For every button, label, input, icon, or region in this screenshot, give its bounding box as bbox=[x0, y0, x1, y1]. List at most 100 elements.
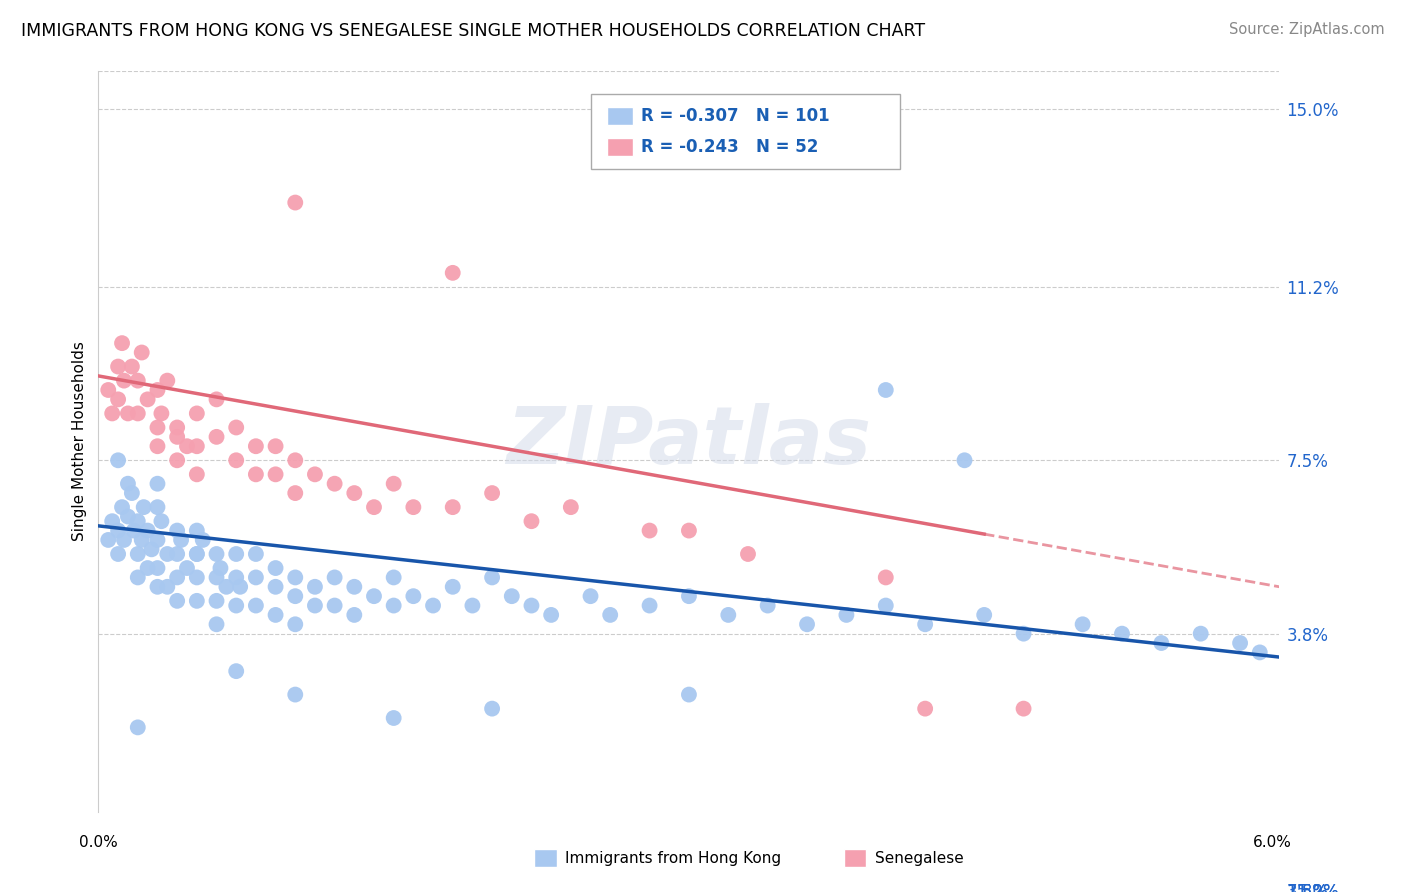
Point bbox=[402, 589, 425, 603]
Point bbox=[1189, 626, 1212, 640]
Point bbox=[875, 383, 897, 397]
Point bbox=[579, 589, 602, 603]
Point bbox=[678, 688, 700, 702]
Point bbox=[117, 476, 139, 491]
Point bbox=[225, 599, 247, 613]
Point bbox=[156, 580, 179, 594]
Point bbox=[186, 594, 208, 608]
Point bbox=[973, 607, 995, 622]
Point bbox=[678, 524, 700, 538]
Point bbox=[264, 607, 287, 622]
Point bbox=[97, 533, 120, 547]
Point bbox=[540, 607, 562, 622]
Point bbox=[225, 664, 247, 678]
Point bbox=[678, 589, 700, 603]
Point bbox=[953, 453, 976, 467]
Point bbox=[1229, 636, 1251, 650]
Point bbox=[481, 570, 503, 584]
Point bbox=[205, 430, 228, 444]
Point bbox=[229, 580, 252, 594]
Point bbox=[225, 420, 247, 434]
Point bbox=[323, 476, 346, 491]
Point bbox=[1012, 626, 1035, 640]
Point bbox=[304, 599, 326, 613]
Point bbox=[166, 570, 188, 584]
Point bbox=[245, 547, 267, 561]
Point bbox=[107, 392, 129, 407]
Text: 7.5%: 7.5% bbox=[1286, 883, 1329, 892]
Point bbox=[150, 406, 173, 420]
Point bbox=[284, 486, 307, 500]
Point bbox=[481, 701, 503, 715]
Point bbox=[638, 599, 661, 613]
Text: 0.0%: 0.0% bbox=[79, 836, 118, 850]
Point bbox=[382, 570, 405, 584]
Point bbox=[101, 514, 124, 528]
Point bbox=[186, 547, 208, 561]
Point bbox=[422, 599, 444, 613]
Point bbox=[131, 533, 153, 547]
Point bbox=[186, 524, 208, 538]
Point bbox=[225, 453, 247, 467]
Point bbox=[520, 599, 543, 613]
Point bbox=[520, 514, 543, 528]
Point bbox=[717, 607, 740, 622]
Point bbox=[186, 467, 208, 482]
Point bbox=[245, 439, 267, 453]
Point bbox=[112, 374, 135, 388]
Point bbox=[245, 570, 267, 584]
Point bbox=[127, 514, 149, 528]
Text: Source: ZipAtlas.com: Source: ZipAtlas.com bbox=[1229, 22, 1385, 37]
Point bbox=[343, 486, 366, 500]
Point bbox=[323, 570, 346, 584]
Point bbox=[107, 547, 129, 561]
Point bbox=[481, 486, 503, 500]
Point bbox=[166, 594, 188, 608]
Point bbox=[107, 359, 129, 374]
Point bbox=[146, 420, 169, 434]
Point bbox=[111, 500, 134, 515]
Point bbox=[156, 547, 179, 561]
Text: Immigrants from Hong Kong: Immigrants from Hong Kong bbox=[565, 851, 782, 865]
Point bbox=[875, 570, 897, 584]
Point bbox=[402, 500, 425, 515]
Point bbox=[914, 617, 936, 632]
Point bbox=[186, 570, 208, 584]
Point bbox=[146, 500, 169, 515]
Point bbox=[343, 580, 366, 594]
Point bbox=[205, 594, 228, 608]
Point bbox=[146, 383, 169, 397]
Point bbox=[122, 524, 145, 538]
Point bbox=[121, 359, 143, 374]
Point bbox=[323, 599, 346, 613]
Point bbox=[284, 570, 307, 584]
Text: 11.2%: 11.2% bbox=[1286, 883, 1340, 892]
Point bbox=[264, 580, 287, 594]
Point bbox=[186, 547, 208, 561]
Point bbox=[191, 533, 214, 547]
Point bbox=[132, 500, 155, 515]
Text: ZIPatlas: ZIPatlas bbox=[506, 402, 872, 481]
Point bbox=[560, 500, 582, 515]
Point bbox=[127, 547, 149, 561]
Point bbox=[461, 599, 484, 613]
Text: 3.8%: 3.8% bbox=[1286, 883, 1329, 892]
Point bbox=[304, 467, 326, 482]
Point bbox=[166, 547, 188, 561]
Point bbox=[284, 589, 307, 603]
Point bbox=[284, 453, 307, 467]
Text: Senegalese: Senegalese bbox=[875, 851, 963, 865]
Point bbox=[245, 599, 267, 613]
Point bbox=[127, 570, 149, 584]
Point bbox=[284, 617, 307, 632]
Point bbox=[209, 561, 232, 575]
Point bbox=[1249, 645, 1271, 659]
Point bbox=[599, 607, 621, 622]
Point bbox=[117, 406, 139, 420]
Point bbox=[117, 509, 139, 524]
Point bbox=[441, 500, 464, 515]
Point bbox=[170, 533, 193, 547]
Point bbox=[146, 561, 169, 575]
Point bbox=[166, 430, 188, 444]
Point bbox=[136, 524, 159, 538]
